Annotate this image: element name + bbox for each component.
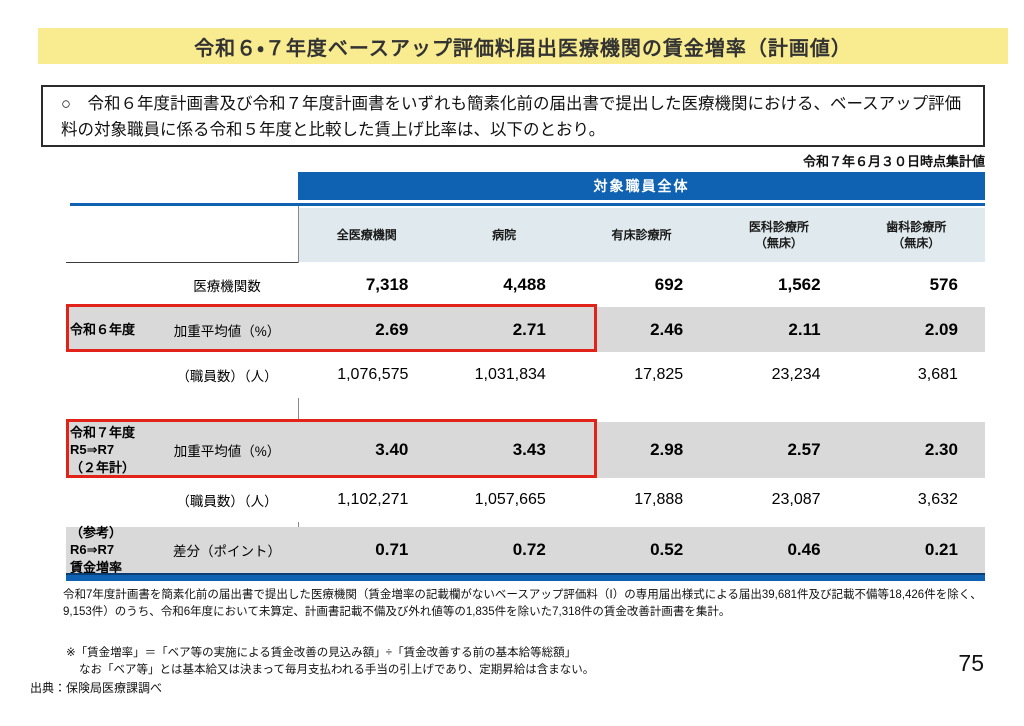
intro-text: ○ 令和６年度計画書及び令和７年度計画書をいずれも簡素化前の届出書で提出した医療… — [61, 95, 962, 139]
col-header-all-institutions: 全医療機関 — [336, 227, 397, 242]
value-all: 2.69 — [375, 319, 409, 339]
slide-title: 令和６・７年度ベースアップ評価料届出医療機関の賃金増率（計画値） — [194, 37, 852, 60]
footnote-definition-line2: なお「ベア等」とは基本給又は決まって毎月支払われる手当の引上げであり、定期昇給は… — [79, 663, 595, 676]
col-header-hospital: 病院 — [492, 227, 517, 242]
row-group-label: 令和７年度 R5⇒R7 （２年計） — [70, 424, 136, 475]
table-row-r6-staff-count: （職員数）（人） 1,076,575 1,031,834 17,825 23,2… — [66, 352, 985, 398]
value-medical-no-beds: 23,234 — [771, 366, 821, 383]
value-dental-no-beds: 3,681 — [917, 366, 958, 383]
table-row-r6-weighted-average: 令和６年度 加重平均値（%） 2.69 2.71 2.46 2.11 2.09 — [66, 307, 985, 352]
footnote-definition: ※「賃金増率」＝「ベア等の実施による賃金改善の見込み額」÷「賃金改善する前の基本… — [66, 645, 966, 678]
row-metric-label: 差分（ポイント） — [173, 544, 281, 559]
value-dental-no-beds: 0.21 — [924, 540, 958, 559]
row-group-label: （参考） R6⇒R7 賃金増率 — [70, 524, 123, 575]
value-dental-no-beds: 2.09 — [924, 319, 958, 339]
col-header-dental-clinic-no-beds: 歯科診療所 （無床） — [886, 219, 947, 250]
row-metric-label: 加重平均値（%） — [173, 444, 281, 459]
value-medical-no-beds: 1,562 — [778, 275, 821, 294]
footnote-aggregation: 令和7年度計画書を簡素化前の届出書で提出した医療機関（賃金増率の記載欄がないベー… — [63, 589, 982, 618]
row-metric-label: 医療機関数 — [193, 279, 261, 294]
row-metric-label: 加重平均値（%） — [173, 323, 281, 339]
row-group-label — [66, 478, 156, 522]
value-hospital: 3.43 — [512, 440, 546, 459]
value-dental-no-beds: 576 — [929, 275, 958, 294]
value-dental-no-beds: 3,632 — [917, 491, 958, 508]
page-number: 75 — [958, 650, 984, 676]
value-clinic-beds: 2.98 — [650, 440, 684, 459]
row-group-label — [66, 263, 156, 307]
source-note: 出典：保険局医療課調べ — [30, 681, 163, 695]
value-clinic-beds: 17,888 — [634, 491, 684, 508]
value-all: 0.71 — [375, 540, 409, 559]
value-all: 1,102,271 — [337, 491, 409, 508]
value-hospital: 2.71 — [512, 319, 546, 339]
value-clinic-beds: 2.46 — [650, 319, 684, 339]
value-clinic-beds: 17,825 — [634, 366, 684, 383]
value-hospital: 1,057,665 — [474, 491, 546, 508]
value-dental-no-beds: 2.30 — [924, 440, 958, 459]
value-hospital: 1,031,834 — [474, 366, 546, 383]
aggregation-date-note: 令和７年６月３０日時点集計値 — [802, 154, 985, 169]
table-column-headers: 全医療機関 病院 有床診療所 医科診療所 （無床） 歯科診療所 （無床） — [298, 208, 985, 262]
intro-box: ○ 令和６年度計画書及び令和７年度計画書をいずれも簡素化前の届出書で提出した医療… — [41, 85, 985, 147]
table-row-facility-count: 医療機関数 7,318 4,488 692 1,562 576 — [66, 263, 985, 307]
table-group-header: 対象職員全体 — [298, 172, 985, 200]
row-metric-label: （職員数）（人） — [176, 369, 278, 384]
row-group-label — [66, 352, 156, 398]
slide-title-band: 令和６・７年度ベースアップ評価料届出医療機関の賃金増率（計画値） — [38, 28, 1008, 64]
table-bottom-rule — [66, 573, 985, 581]
table-row-r7-weighted-average: 令和７年度 R5⇒R7 （２年計） 加重平均値（%） 3.40 3.43 2.9… — [66, 422, 985, 478]
value-clinic-beds: 692 — [654, 275, 684, 294]
value-all: 7,318 — [365, 275, 409, 294]
value-medical-no-beds: 23,087 — [771, 491, 821, 508]
value-all: 1,076,575 — [337, 366, 409, 383]
col-header-medical-clinic-no-beds: 医科診療所 （無床） — [748, 219, 809, 250]
col-header-clinic-with-beds: 有床診療所 — [611, 227, 672, 242]
row-metric-label: （職員数）（人） — [176, 494, 278, 509]
value-clinic-beds: 0.52 — [650, 540, 684, 559]
wage-increase-table: 対象職員全体 全医療機関 病院 有床診療所 医科診療所 （無床） 歯科診療所 （… — [66, 172, 985, 582]
value-all: 3.40 — [375, 440, 409, 459]
table-row-r7-staff-count: （職員数）（人） 1,102,271 1,057,665 17,888 23,0… — [66, 478, 985, 522]
footnote-definition-line1: ※「賃金増率」＝「ベア等の実施による賃金改善の見込み額」÷「賃金改善する前の基本… — [66, 647, 577, 659]
header-rule — [70, 203, 985, 206]
table-row-difference-points: （参考） R6⇒R7 賃金増率 差分（ポイント） 0.71 0.72 0.52 … — [66, 524, 985, 575]
label-column-divider — [66, 262, 299, 263]
value-medical-no-beds: 0.46 — [787, 540, 821, 559]
group-header-label: 対象職員全体 — [593, 178, 690, 194]
value-medical-no-beds: 2.57 — [787, 440, 821, 459]
value-hospital: 4,488 — [503, 275, 546, 294]
value-hospital: 0.72 — [512, 540, 546, 559]
row-group-label: 令和６年度 — [70, 321, 136, 337]
value-medical-no-beds: 2.11 — [788, 319, 821, 339]
